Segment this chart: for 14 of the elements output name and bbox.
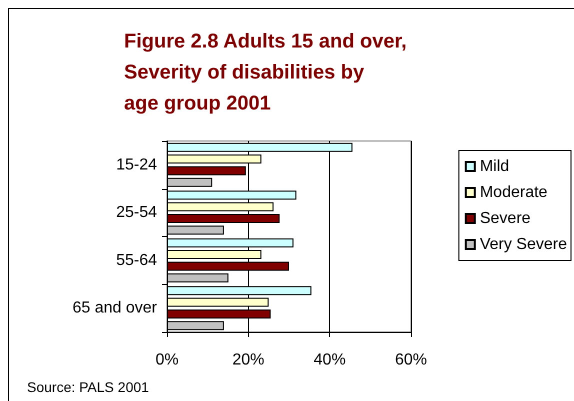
legend-label: Very Severe [480,236,568,253]
chart-title: Figure 2.8 Adults 15 and over, Severity of disabilities by age group 2001 [124,30,407,114]
legend-label: Moderate [480,184,548,201]
y-tick-label: 25-54 [116,204,158,222]
x-tick-label: 0% [155,352,179,368]
source-note: Source: PALS 2001 [27,379,150,395]
legend-label: Severe [480,210,531,227]
y-tick-label: 65 and over [72,300,158,317]
x-tick-label: 40% [314,352,346,368]
x-tick-label: 60% [394,352,428,368]
y-tick-label: 15-24 [116,156,158,174]
legend-label: Mild [480,158,510,175]
x-tick-label: 20% [232,352,264,368]
y-tick-label: 55-64 [116,252,158,269]
